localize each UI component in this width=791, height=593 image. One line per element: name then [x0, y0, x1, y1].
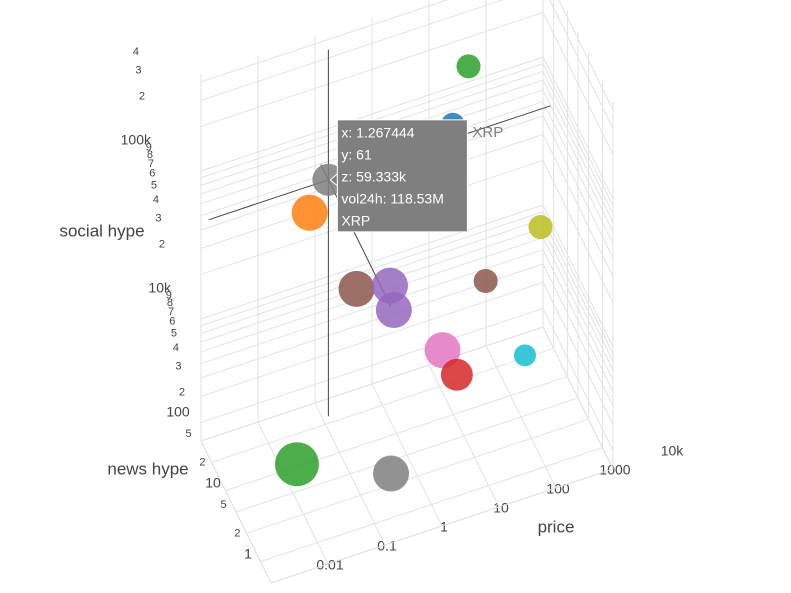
marker	[473, 268, 498, 294]
grid-line	[542, 79, 614, 223]
grid-line	[542, 204, 614, 348]
marker	[312, 163, 345, 196]
z-tick-label: 7	[168, 306, 174, 318]
z-tick-label: 8	[147, 149, 153, 161]
grid-line	[542, 249, 614, 392]
tooltip-name: XRP	[472, 124, 503, 141]
z-tick-label: 9	[166, 290, 172, 302]
marker	[528, 215, 553, 240]
tooltip-line: y: 61	[341, 147, 372, 163]
y-tick-label: 2	[234, 527, 240, 539]
grid-line	[260, 447, 603, 563]
z-axis-title: social hype	[59, 221, 144, 240]
z-tick-label: 2	[179, 386, 185, 398]
z-tick-label: 9	[146, 142, 152, 154]
marker	[456, 54, 481, 79]
y-axis-title: news hype	[107, 459, 188, 478]
grid-line	[200, 204, 544, 320]
grid-line	[200, 0, 449, 83]
marker	[291, 194, 328, 231]
tooltip: x: 1.267444 y: 61 z: 59.333k vol24h: 118.53…	[329, 119, 503, 233]
grid-line	[200, 11, 544, 127]
z-tick-label: 2	[159, 238, 165, 250]
grid-line	[200, 326, 544, 442]
grid-line	[542, 71, 614, 214]
grid-line	[200, 56, 544, 172]
z-tick-label: 3	[175, 360, 181, 372]
grid-line	[549, 0, 614, 129]
x-tick-label: 10k	[661, 443, 685, 459]
grid-line	[542, 134, 614, 277]
marker	[424, 332, 461, 369]
marker	[372, 455, 409, 492]
x-tick-label: 0.01	[316, 557, 343, 573]
z-tick-label: 2	[139, 90, 145, 102]
grid-line	[542, 63, 614, 206]
grid-line	[200, 249, 544, 365]
tooltip-line: z: 59.333k	[341, 169, 407, 185]
y-tick-label: 1	[244, 546, 252, 562]
grid-line	[200, 281, 544, 397]
marker	[513, 344, 536, 367]
tooltip-line: x: 1.267444	[341, 125, 414, 141]
grid-line	[542, 263, 614, 407]
z-tick-label: 100k	[121, 132, 152, 148]
y-tick-label: 100	[166, 404, 190, 420]
tooltip-box	[336, 119, 468, 233]
grid-line	[542, 12, 614, 155]
grid-line	[200, 0, 504, 101]
z-tick-label: 4	[173, 342, 179, 354]
marker	[338, 270, 375, 307]
grid-line	[211, 347, 554, 463]
grid-line	[542, 211, 614, 354]
marker	[274, 442, 319, 487]
z-tick-label: 10k	[148, 280, 172, 296]
grid-line	[200, 218, 544, 334]
grid-line	[542, 115, 614, 259]
grid-line	[542, 56, 614, 200]
y-tick-label: 5	[185, 428, 191, 440]
z-tick-label: 5	[171, 327, 177, 339]
z-tick-label: 8	[167, 297, 173, 309]
x-tick-label: 1000	[599, 462, 630, 478]
grid-line	[200, 307, 544, 423]
grid-line	[246, 418, 589, 534]
z-tick-label: 3	[155, 212, 161, 224]
y-tick-label: 10	[205, 475, 221, 491]
grid-line	[542, 89, 614, 233]
z-tick-label: 7	[148, 158, 154, 170]
marker	[375, 291, 412, 328]
grid-line	[558, 0, 614, 111]
grid-line	[542, 160, 614, 303]
x-tick-label: 1	[440, 519, 448, 535]
grid-line	[542, 282, 614, 425]
x-axis-title: price	[538, 517, 575, 536]
x-tick-label: 0.1	[377, 538, 397, 554]
marker	[440, 358, 473, 391]
tooltip-line: XRP	[341, 213, 370, 229]
y-tick-label: 2	[199, 456, 205, 468]
z-tick-label: 4	[133, 46, 139, 58]
y-tick-label: 5	[220, 499, 226, 511]
z-tick-label: 4	[153, 194, 159, 206]
grid-line	[542, 219, 614, 362]
grid-line	[542, 227, 614, 371]
z-tick-label: 5	[151, 179, 157, 191]
x-tick-label: 100	[546, 481, 570, 497]
tooltip-line: vol24h: 118.53M	[341, 191, 443, 207]
grid-line	[542, 101, 614, 244]
grid-line	[542, 308, 614, 451]
z-tick-label: 3	[135, 64, 141, 76]
grid-line	[542, 237, 614, 381]
z-tick-label: 6	[149, 168, 155, 180]
z-tick-label: 6	[169, 316, 175, 328]
grid-line	[235, 397, 579, 513]
grid-line	[270, 468, 614, 584]
